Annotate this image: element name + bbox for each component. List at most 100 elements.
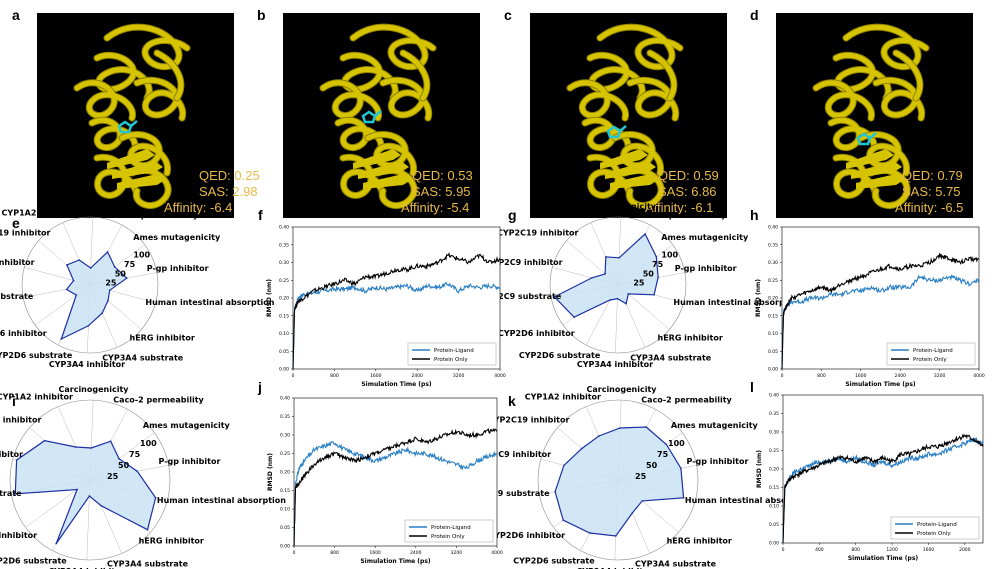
panel-letter-e: e [12, 215, 20, 231]
radar-axis-label: CYP2D6 inhibitor [488, 531, 565, 540]
radar-axis-label: CYP2C19 inhibitor [497, 228, 579, 237]
radar-axis-label: Caco-2 permeability [108, 211, 199, 220]
sas-label-b: SAS: 5.95 [412, 184, 471, 199]
y-tick-label: 0.35 [769, 411, 779, 417]
radar-vertex [88, 495, 91, 497]
radar-axis-label: CYP2C19 inhibitor [0, 415, 41, 424]
protein-ribbon [335, 118, 384, 151]
radar-axis-label: CYP2D6 substrate [513, 557, 595, 566]
sas-label-d: SAS: 5.75 [902, 184, 961, 199]
radar-tick-label: 25 [105, 279, 117, 288]
radar-vertex [65, 288, 68, 291]
radar-tick-label: 25 [107, 472, 119, 481]
y-tick-label: 0.30 [768, 260, 778, 266]
radar-vertex [125, 277, 128, 279]
y-axis-label: RMSD (nm) [267, 453, 274, 491]
y-tick-label: 0.05 [279, 349, 289, 355]
radar-vertex [15, 459, 18, 461]
y-tick-label: 0.10 [769, 504, 779, 510]
x-tick-label: 4000 [973, 373, 985, 379]
radar-vertex [614, 535, 617, 537]
radar-tick-label: 75 [129, 450, 141, 459]
protein-ribbon [828, 118, 877, 151]
beta-sheet-arrow [605, 161, 656, 179]
x-tick-label: 1600 [370, 373, 382, 379]
x-axis-label: Simulation Time (ps) [848, 555, 919, 562]
radar-vertex [553, 296, 556, 298]
radar-vertex [136, 470, 138, 472]
radar-axis-label: CYP2C19 inhibitor [0, 228, 51, 237]
radar-vertex [60, 338, 63, 340]
radar-axis-label: CYP2D6 inhibitor [0, 531, 37, 540]
radar-axis-label: CYP1A2 inhibitor [525, 392, 601, 401]
radar-axis-label: CYP3A4 substrate [635, 560, 717, 569]
protein-ribbon [89, 118, 138, 151]
radar-vertex [113, 266, 116, 268]
panel-letter-k: k [508, 393, 516, 409]
radar-vertex [43, 439, 46, 442]
sas-label-a: SAS: 2.98 [199, 184, 258, 199]
beta-sheet-arrow [117, 174, 165, 189]
radar-vertex [580, 447, 583, 450]
radar-axis-label: CYP1A2 inhibitor [530, 208, 606, 217]
radar-vertex [74, 446, 77, 448]
radar-vertex [66, 264, 68, 266]
legend-label: Protein Only [913, 357, 947, 363]
radar-axis-label: Human intestinal absorption [685, 496, 814, 505]
radar-vertex [598, 435, 600, 437]
qed-label-b: QED: 0.53 [412, 168, 473, 183]
radar-vertex [682, 496, 685, 499]
rmsd-chart-h: h 0.00 0.05 0.10 0.15 0.20 0.25 0.30 0.35 0.40 0 80… [750, 207, 985, 388]
radar-vertex [107, 299, 109, 302]
y-tick-label: 0.10 [279, 331, 289, 337]
protein-ribbon [320, 80, 381, 121]
radar-axis-label: Carcinogenicity [586, 202, 657, 211]
x-axis-label: Simulation Time (ps) [845, 381, 916, 388]
ligand-molecule [856, 132, 877, 146]
radar-tick-label: 25 [635, 472, 647, 481]
radar-vertex [655, 256, 658, 258]
radar-axis-label: P-gp inhibitor [675, 264, 737, 273]
x-tick-label: 0 [781, 373, 784, 379]
y-tick-label: 0.15 [279, 313, 289, 319]
radar-vertex [154, 496, 157, 499]
y-tick-label: 0.40 [769, 393, 779, 399]
radar-tick-label: 100 [661, 251, 678, 260]
radar-axis-label: CYP3A4 inhibitor [577, 360, 653, 369]
x-tick-label: 0 [292, 373, 295, 379]
radar-vertex [89, 267, 92, 269]
panel-letter-c: c [504, 7, 512, 23]
y-tick-label: 0.35 [768, 242, 778, 248]
series-line-protein-only [782, 433, 984, 544]
radar-vertex [109, 440, 112, 442]
y-tick-label: 0.05 [769, 522, 779, 528]
radar-axis-label: Ames mutagenicity [133, 233, 221, 242]
panel-a: a [12, 7, 20, 23]
radar-axis-label: Ames mutagenicity [671, 421, 759, 430]
y-tick-label: 0.35 [279, 242, 289, 248]
radar-vertex [108, 289, 111, 292]
radar-axis-label: Ames mutagenicity [661, 233, 749, 242]
y-tick-label: 0.30 [280, 433, 290, 439]
x-tick-label: 4000 [494, 373, 506, 379]
radar-vertex [573, 316, 575, 318]
radar-axis-label: Ames mutagenicity [143, 421, 231, 430]
radar-axis-label: Carcinogenicity [58, 385, 129, 394]
radar-axis-label: CYP3A4 inhibitor [49, 360, 125, 369]
protein-ribbon [893, 50, 923, 101]
x-axis-label: Simulation Time (ps) [361, 381, 432, 388]
y-tick-label: 0.10 [768, 331, 778, 337]
y-tick-label: 0.25 [769, 448, 779, 454]
legend-label: Protein-Ligand [917, 522, 957, 528]
y-axis-label: RMSD (nm) [266, 279, 273, 317]
x-tick-label: 1600 [855, 373, 867, 379]
beta-sheet-arrow [363, 174, 411, 189]
panel-d: d [750, 7, 759, 23]
x-tick-label: 800 [330, 373, 339, 379]
radar-tick-label: 75 [124, 260, 136, 269]
qed-label-c: QED: 0.59 [658, 168, 719, 183]
radar-vertex [554, 490, 556, 493]
y-tick-label: 0.15 [280, 488, 290, 494]
radar-axis-label: CYP2D6 inhibitor [498, 329, 575, 338]
protein-structure-a [37, 13, 234, 218]
